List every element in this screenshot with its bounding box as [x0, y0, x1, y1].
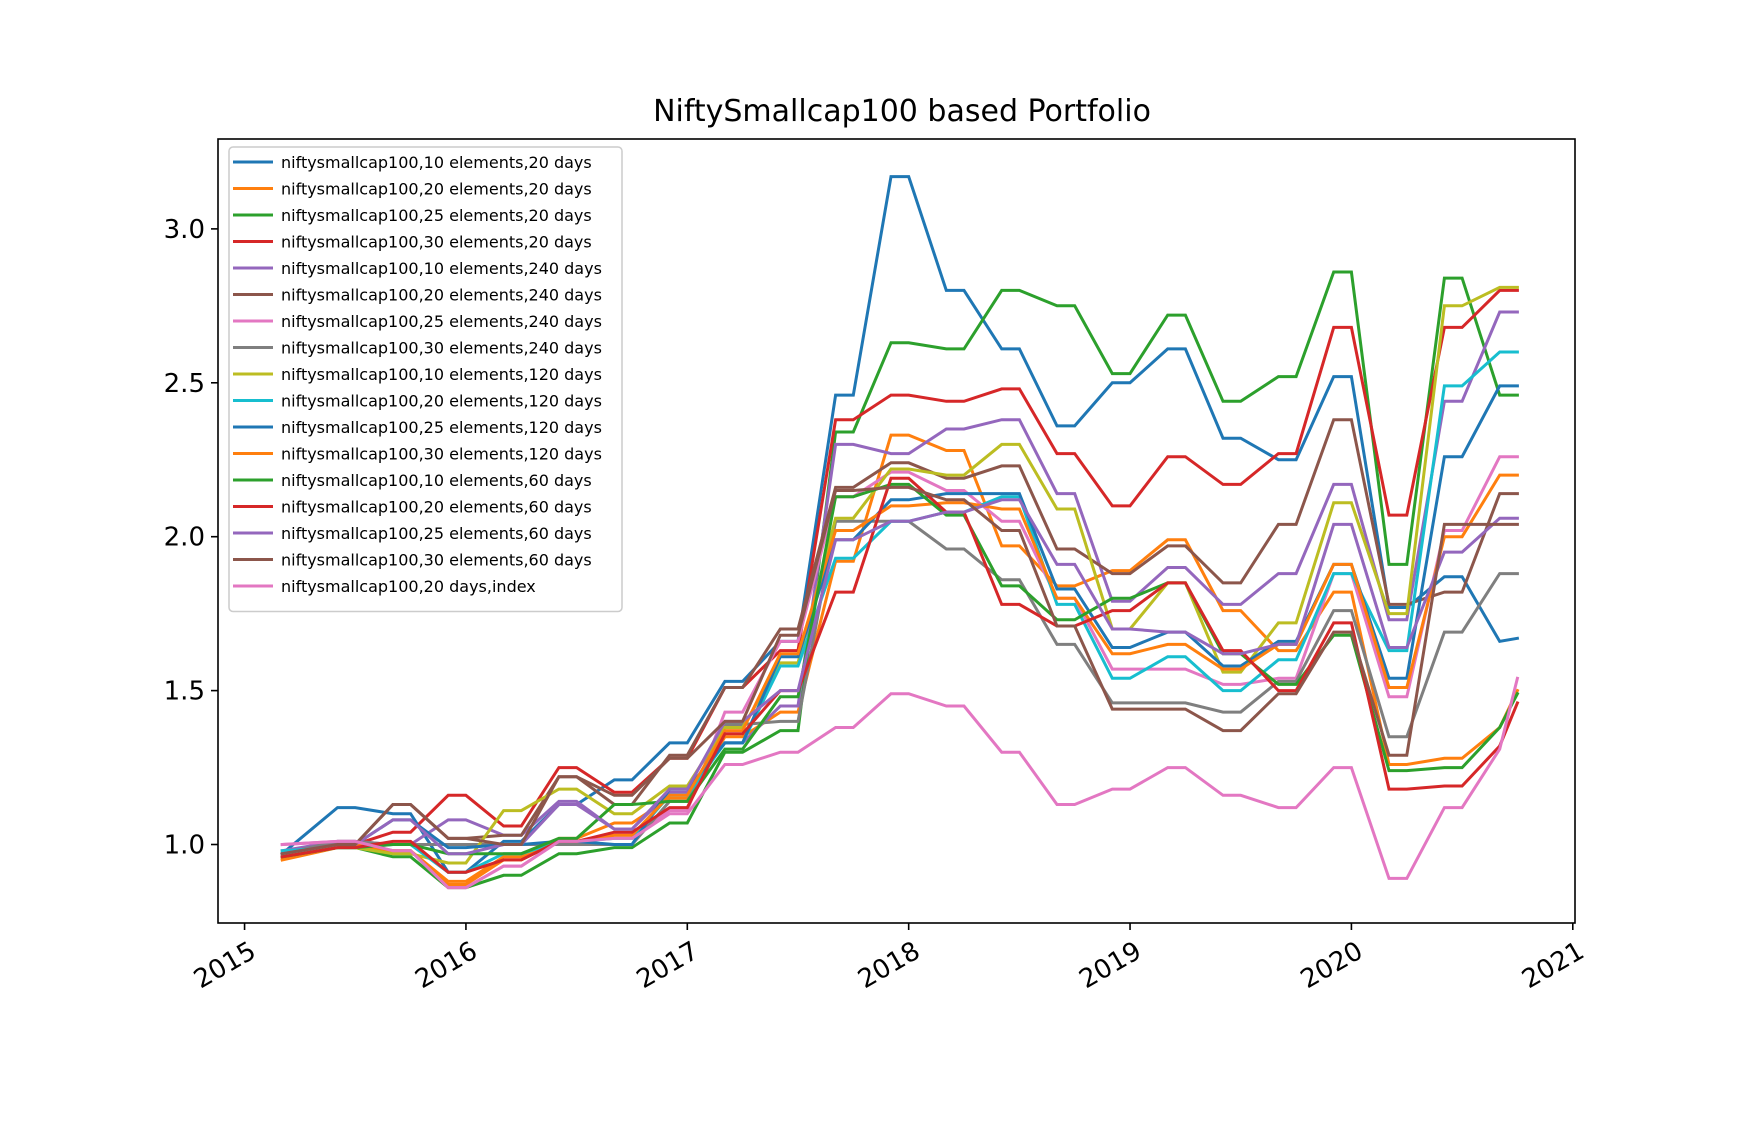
legend-label: niftysmallcap100,10 elements,20 days: [281, 153, 592, 172]
legend-item: niftysmallcap100,30 elements,20 days: [233, 233, 592, 252]
legend-label: niftysmallcap100,30 elements,120 days: [281, 445, 602, 464]
legend-item: niftysmallcap100,20 elements,120 days: [233, 392, 602, 411]
legend-label: niftysmallcap100,20 elements,240 days: [281, 286, 602, 305]
legend-item: niftysmallcap100,25 elements,60 days: [233, 524, 592, 543]
legend-item: niftysmallcap100,30 elements,120 days: [233, 445, 602, 464]
legend-label: niftysmallcap100,10 elements,60 days: [281, 471, 592, 490]
legend-item: niftysmallcap100,30 elements,60 days: [233, 551, 592, 570]
series-line-17: [280, 676, 1520, 890]
legend-label: niftysmallcap100,10 elements,120 days: [281, 365, 602, 384]
legend-item: niftysmallcap100,25 elements,240 days: [233, 312, 602, 331]
series-line-3: [280, 270, 1519, 890]
legend-frame: [228, 146, 623, 613]
series-line-9: [280, 285, 1519, 865]
y-tick-label: 1.0: [164, 831, 205, 861]
legend-label: niftysmallcap100,20 elements,120 days: [281, 392, 602, 411]
y-axis: 1.0 1.5 2.0 2.5 3.0: [164, 215, 218, 861]
series-line-6: [280, 418, 1519, 856]
legend-item: niftysmallcap100,10 elements,60 days: [233, 471, 592, 490]
series-line-1: [280, 175, 1520, 874]
plot-frame: [217, 138, 1576, 924]
legend-item: niftysmallcap100,10 elements,120 days: [233, 365, 602, 384]
series-line-4: [280, 288, 1519, 856]
legend-item: niftysmallcap100,20 elements,240 days: [233, 286, 602, 305]
series-line-16: [280, 485, 1519, 856]
legend-label: niftysmallcap100,10 elements,240 days: [281, 259, 602, 278]
legend-label: niftysmallcap100,20 elements,20 days: [281, 180, 592, 199]
legend-label: niftysmallcap100,20 days,index: [281, 577, 536, 596]
legend-label: niftysmallcap100,30 elements,60 days: [281, 551, 592, 570]
legend-item: niftysmallcap100,20 elements,20 days: [233, 180, 592, 199]
legend-label: niftysmallcap100,25 elements,240 days: [281, 312, 602, 331]
legend-label: niftysmallcap100,30 elements,20 days: [281, 233, 592, 252]
series-line-14: [280, 476, 1520, 874]
series-layer: [280, 175, 1520, 890]
legend-label: niftysmallcap100,20 elements,60 days: [281, 498, 592, 517]
legend-item: niftysmallcap100,20 elements,60 days: [233, 498, 592, 517]
y-tick-label: 1.5: [164, 677, 205, 707]
legend-item: niftysmallcap100,25 elements,20 days: [233, 206, 592, 225]
legend-label: niftysmallcap100,25 elements,20 days: [281, 206, 592, 225]
y-tick-label: 3.0: [164, 215, 205, 245]
legend-item: niftysmallcap100,20 days,index: [233, 577, 536, 596]
legend-label: niftysmallcap100,30 elements,240 days: [281, 339, 602, 358]
legend-item: niftysmallcap100,25 elements,120 days: [233, 418, 602, 437]
legend-item: niftysmallcap100,10 elements,20 days: [233, 153, 592, 172]
legend-label: niftysmallcap100,25 elements,120 days: [281, 418, 602, 437]
chart-title: NiftySmallcap100 based Portfolio: [653, 94, 1151, 129]
legend: niftysmallcap100,10 elements,20 days nift…: [228, 146, 623, 613]
legend-label: niftysmallcap100,25 elements,60 days: [281, 524, 592, 543]
legend-item: niftysmallcap100,30 elements,240 days: [233, 339, 602, 358]
legend-item: niftysmallcap100,10 elements,240 days: [233, 259, 602, 278]
y-tick-label: 2.5: [164, 369, 205, 399]
y-tick-label: 2.0: [164, 523, 205, 553]
